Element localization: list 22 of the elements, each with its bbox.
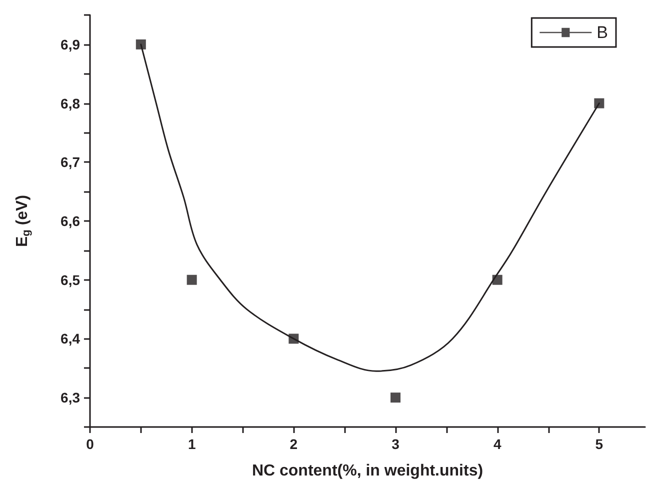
x-tick-label: 1 <box>188 436 196 452</box>
y-tick-label: 6,9 <box>60 36 80 52</box>
y-tick-label: 6,4 <box>60 330 80 347</box>
y-tick-label: 6,7 <box>60 154 80 170</box>
y-tick-label: 6,3 <box>60 390 80 406</box>
point <box>288 334 299 344</box>
y-tick-label: 6,8 <box>60 95 80 112</box>
point <box>136 39 146 50</box>
x-tick-label: 0 <box>86 436 94 452</box>
x-tick-label: 2 <box>290 436 298 452</box>
legend-label: B <box>596 23 608 42</box>
x-tick-label: 3 <box>392 436 400 452</box>
y-tick-label: 6,5 <box>60 272 80 288</box>
point <box>492 274 502 285</box>
y-tick-label: 6,6 <box>60 213 80 229</box>
point <box>594 98 604 108</box>
x-tick-label: 4 <box>493 436 502 452</box>
y-axis-title: Eg (eV) <box>14 194 32 248</box>
point <box>186 274 197 285</box>
x-tick-label: 5 <box>595 436 604 452</box>
x-axis-title: NC content(%, in weight.units) <box>252 462 484 480</box>
point <box>390 392 401 403</box>
